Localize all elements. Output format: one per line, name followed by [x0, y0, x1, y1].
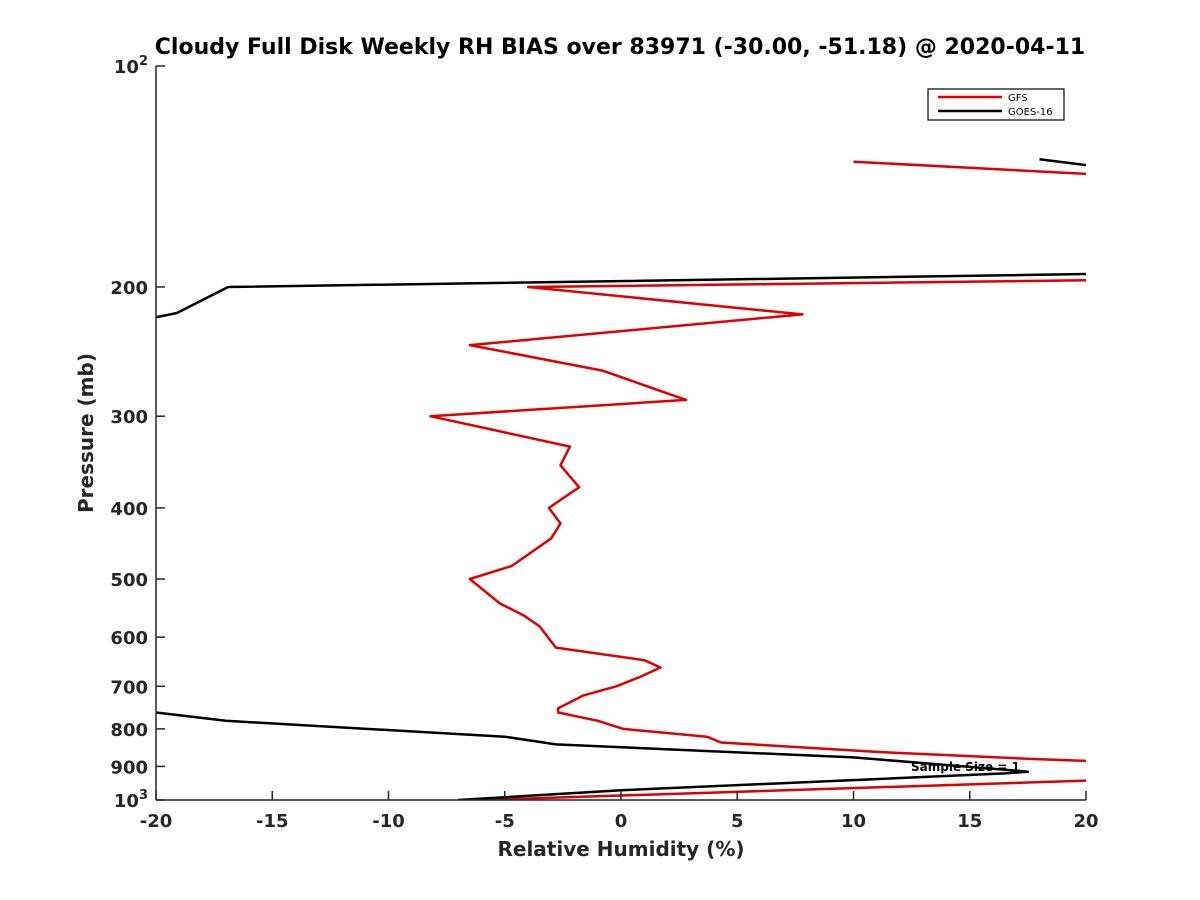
x-tick-label: 10	[841, 811, 866, 832]
chart-title: Cloudy Full Disk Weekly RH BIAS over 839…	[155, 35, 1085, 60]
x-tick-label: -20	[140, 811, 173, 832]
legend: GFS GOES-16	[927, 88, 1065, 121]
x-tick-label: 20	[1073, 811, 1098, 832]
legend-box	[927, 88, 1065, 121]
y-ticks: 102 200 300 400 500 600 700 800 900 103	[110, 54, 165, 812]
x-tick-label: -15	[256, 811, 289, 832]
x-ticks: -20 -15 -10 -5 0 5 10 15 20	[140, 791, 1099, 832]
series-line-gfs-segment-2	[429, 279, 1086, 763]
y-tick-label: 200	[110, 278, 148, 299]
series-line-goes16-segment-1	[1039, 158, 1086, 167]
x-tick-label: 5	[731, 811, 744, 832]
y-tick-label: 102	[114, 54, 148, 78]
legend-label-goes16: GOES-16	[1008, 107, 1053, 118]
y-tick-label: 600	[110, 628, 148, 649]
sample-size-annotation: Sample Size = 1	[911, 760, 1020, 774]
y-tick-label: 500	[110, 570, 148, 591]
series-line-goes16-segment-2	[156, 272, 1086, 319]
x-tick-label: 0	[615, 811, 628, 832]
y-tick-label: 103	[114, 788, 148, 812]
series-line-gfs-segment-1	[853, 160, 1086, 176]
x-tick-label: 15	[957, 811, 982, 832]
x-tick-label: -5	[495, 811, 515, 832]
legend-label-gfs: GFS	[1008, 93, 1028, 104]
y-tick-label: 800	[110, 720, 148, 741]
y-tick-label: 300	[110, 407, 148, 428]
series-line-gfs-segment-3	[481, 779, 1086, 800]
x-axis-label: Relative Humidity (%)	[497, 837, 744, 861]
y-tick-label: 900	[110, 757, 148, 778]
series-line-goes16-segment-3	[156, 711, 1030, 800]
x-tick-label: -10	[372, 811, 405, 832]
y-tick-label: 700	[110, 677, 148, 698]
y-axis-label: Pressure (mb)	[74, 353, 98, 513]
series-layer	[156, 158, 1086, 800]
y-tick-label: 400	[110, 499, 148, 520]
